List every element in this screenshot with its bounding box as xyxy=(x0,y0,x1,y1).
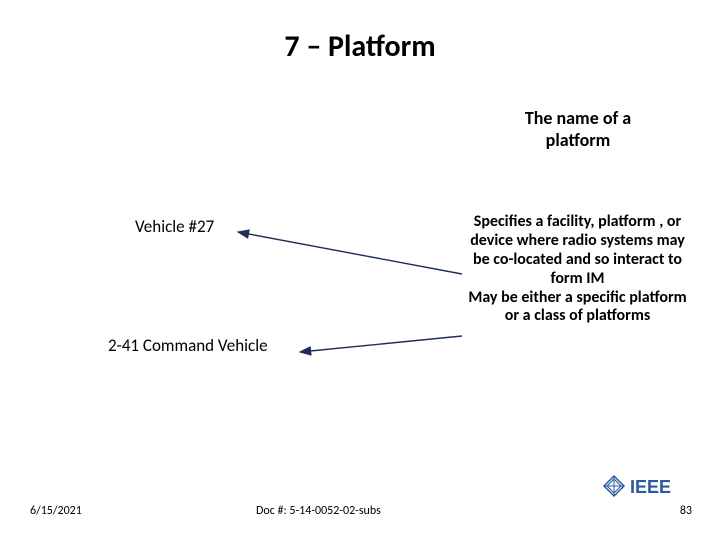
arrow-layer xyxy=(0,0,720,540)
slide: 7 – Platform The name of a platform Vehi… xyxy=(0,0,720,540)
arrow-to-cmdvehicle xyxy=(300,336,462,352)
footer-page-number: 83 xyxy=(680,504,692,518)
footer-doc-number: Doc #: 5-14-0052-02-subs xyxy=(256,504,381,518)
ieee-logo-text: IEEE xyxy=(630,477,671,497)
ieee-diamond-icon xyxy=(604,476,624,496)
footer-date: 6/15/2021 xyxy=(30,504,82,518)
ieee-logo: IEEE xyxy=(602,474,688,500)
arrow-to-vehicle27 xyxy=(238,232,462,274)
